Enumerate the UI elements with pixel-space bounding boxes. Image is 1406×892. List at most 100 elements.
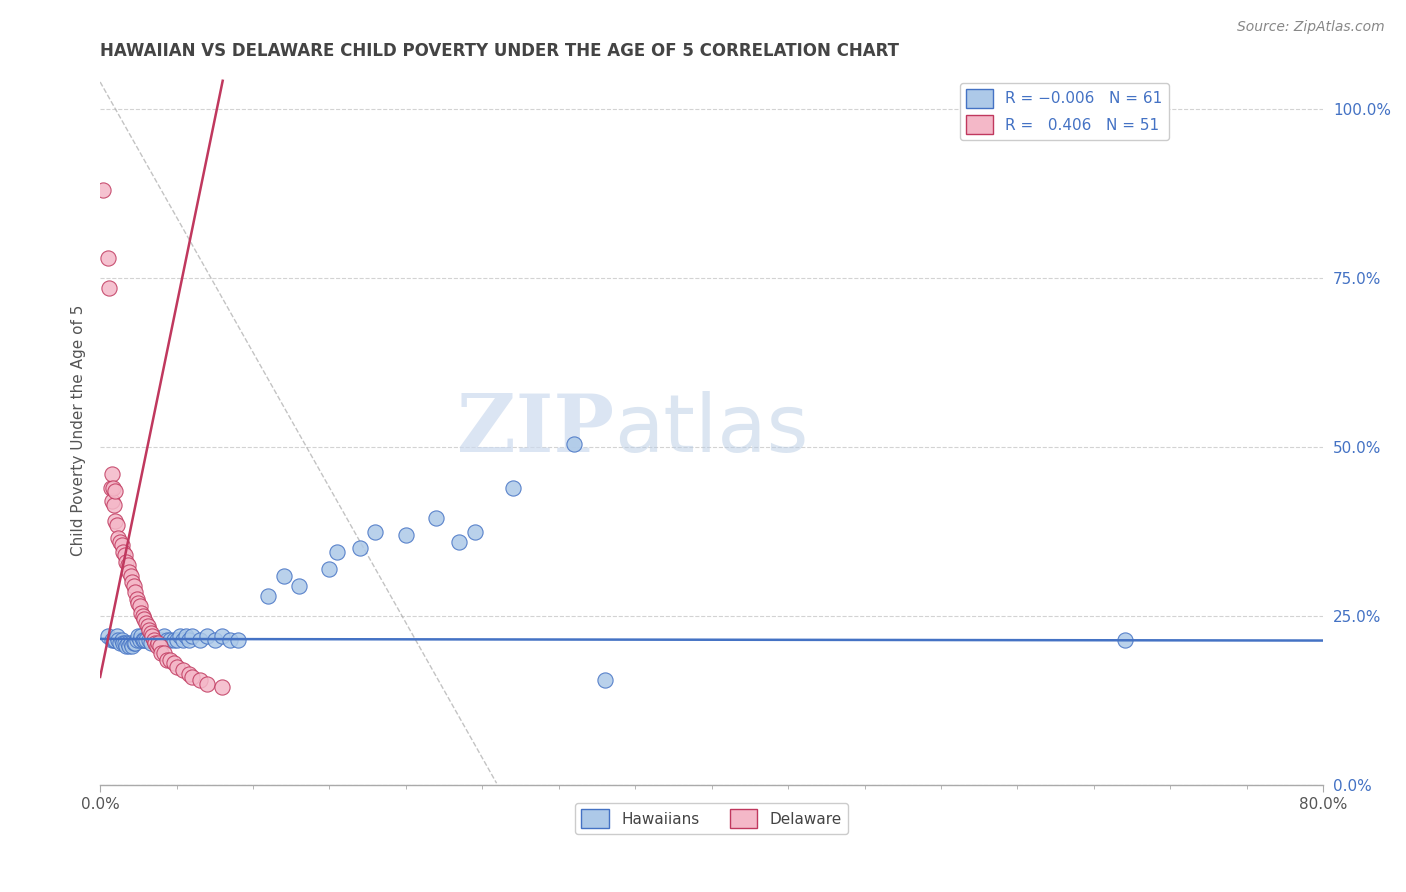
Point	[101, 481, 124, 495]
Point	[195, 676, 218, 690]
Point	[122, 579, 145, 593]
Point	[121, 640, 143, 654]
Point	[1114, 632, 1136, 647]
Point	[97, 629, 120, 643]
Point	[135, 632, 157, 647]
Point	[174, 629, 197, 643]
Point	[169, 629, 191, 643]
Point	[104, 483, 127, 498]
Point	[273, 568, 295, 582]
Point	[110, 632, 132, 647]
Point	[97, 251, 120, 265]
Point	[110, 538, 132, 552]
Point	[257, 589, 280, 603]
Point	[139, 636, 162, 650]
Point	[100, 467, 122, 481]
Point	[132, 609, 155, 624]
Point	[156, 632, 179, 647]
Point	[204, 632, 226, 647]
Point	[91, 183, 114, 197]
Point	[105, 517, 128, 532]
Legend: Hawaiians, Delaware: Hawaiians, Delaware	[575, 804, 848, 834]
Point	[188, 632, 211, 647]
Point	[188, 673, 211, 688]
Point	[124, 585, 146, 599]
Point	[115, 555, 138, 569]
Point	[127, 629, 149, 643]
Point	[364, 524, 387, 539]
Point	[166, 660, 188, 674]
Point	[134, 612, 156, 626]
Point	[562, 436, 585, 450]
Point	[139, 626, 162, 640]
Point	[104, 515, 127, 529]
Point	[120, 568, 142, 582]
Text: Source: ZipAtlas.com: Source: ZipAtlas.com	[1237, 20, 1385, 34]
Point	[211, 629, 233, 643]
Point	[131, 629, 153, 643]
Point	[211, 680, 233, 694]
Point	[156, 653, 179, 667]
Point	[180, 670, 202, 684]
Point	[135, 615, 157, 630]
Point	[98, 281, 121, 295]
Point	[142, 632, 165, 647]
Point	[120, 636, 142, 650]
Text: atlas: atlas	[614, 392, 808, 469]
Point	[100, 481, 122, 495]
Point	[349, 541, 371, 556]
Point	[107, 632, 129, 647]
Point	[134, 632, 156, 647]
Point	[142, 632, 165, 647]
Point	[226, 632, 249, 647]
Point	[108, 636, 131, 650]
Point	[107, 531, 129, 545]
Point	[172, 632, 194, 647]
Point	[114, 548, 136, 562]
Text: ZIP: ZIP	[457, 392, 614, 469]
Point	[159, 653, 181, 667]
Point	[131, 606, 153, 620]
Y-axis label: Child Poverty Under the Age of 5: Child Poverty Under the Age of 5	[72, 304, 86, 556]
Point	[395, 528, 418, 542]
Point	[124, 636, 146, 650]
Point	[118, 640, 141, 654]
Point	[425, 511, 447, 525]
Point	[177, 632, 200, 647]
Point	[177, 666, 200, 681]
Point	[136, 619, 159, 633]
Point	[149, 640, 172, 654]
Point	[128, 632, 150, 647]
Point	[104, 632, 127, 647]
Point	[162, 657, 184, 671]
Point	[101, 494, 124, 508]
Point	[145, 640, 167, 654]
Point	[132, 632, 155, 647]
Point	[219, 632, 242, 647]
Point	[150, 632, 173, 647]
Point	[288, 579, 311, 593]
Point	[143, 632, 166, 647]
Text: HAWAIIAN VS DELAWARE CHILD POVERTY UNDER THE AGE OF 5 CORRELATION CHART: HAWAIIAN VS DELAWARE CHILD POVERTY UNDER…	[100, 42, 898, 60]
Point	[105, 629, 128, 643]
Point	[112, 636, 135, 650]
Point	[162, 632, 184, 647]
Point	[121, 575, 143, 590]
Point	[101, 632, 124, 647]
Point	[117, 636, 139, 650]
Point	[502, 481, 524, 495]
Point	[108, 534, 131, 549]
Point	[172, 663, 194, 677]
Point	[148, 632, 170, 647]
Point	[115, 640, 138, 654]
Point	[118, 565, 141, 579]
Point	[449, 534, 471, 549]
Point	[128, 599, 150, 613]
Point	[117, 558, 139, 573]
Point	[464, 524, 486, 539]
Point	[326, 545, 349, 559]
Point	[593, 673, 616, 688]
Point	[166, 632, 188, 647]
Point	[114, 636, 136, 650]
Point	[125, 632, 148, 647]
